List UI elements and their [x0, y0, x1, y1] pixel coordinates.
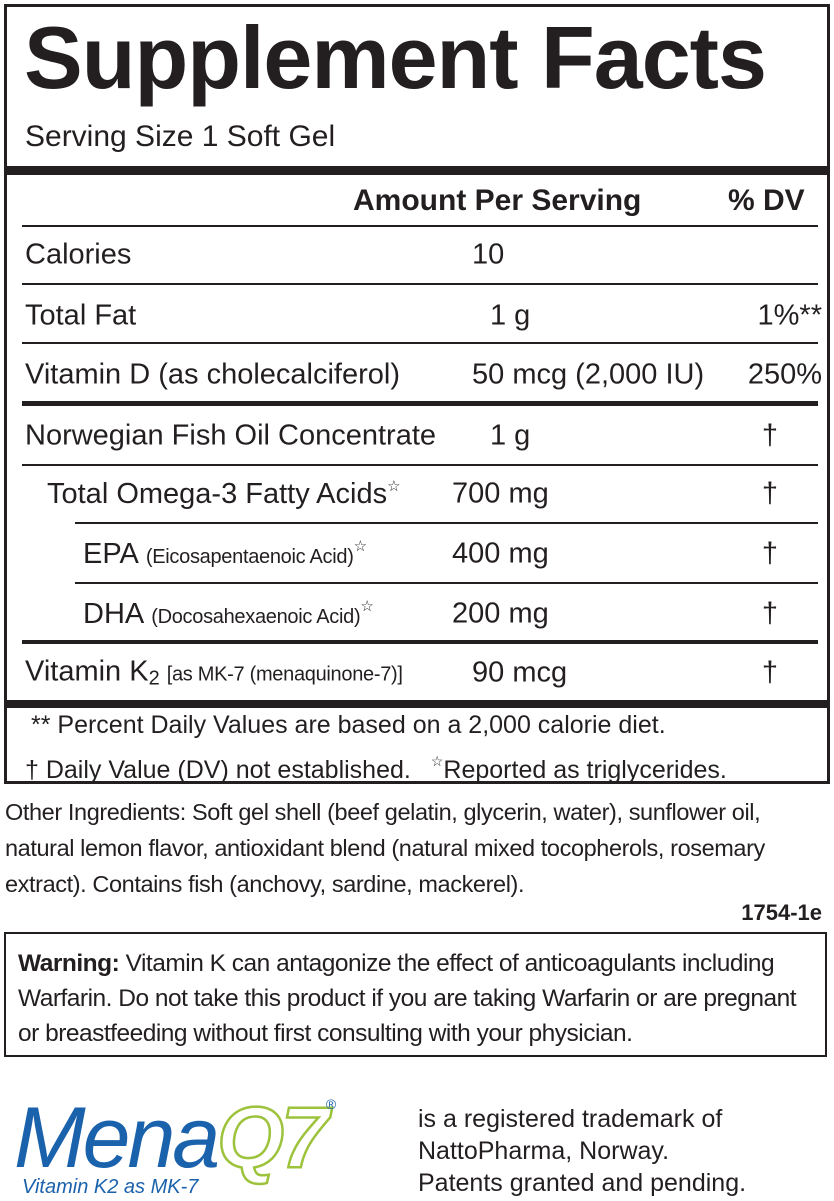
row-name: Total Fat — [25, 299, 137, 332]
rule — [22, 283, 818, 285]
row-note: (Docosahexaenoic Acid) — [151, 606, 361, 628]
lot-code: 1754-1e — [741, 900, 822, 925]
row-dv: 250% — [747, 358, 822, 391]
row-note: (Eicosapentaenoic Acid) — [145, 546, 354, 568]
row-name: EPA (Eicosapentaenoic Acid)☆ — [83, 539, 367, 569]
row-name: Norwegian Fish Oil Concentrate — [25, 419, 437, 452]
row-name: Vitamin D (as cholecalciferol) — [25, 358, 400, 391]
row-name: DHA (Docosahexaenoic Acid)☆ — [83, 599, 374, 629]
rule — [22, 225, 818, 227]
trademark-line: NattoPharma, Norway. — [418, 1137, 670, 1165]
row-name: Total Fat — [25, 299, 137, 332]
row-name: DHA — [83, 598, 145, 630]
row-mark: ☆ — [360, 598, 374, 615]
row-name: Vitamin K2 [as MK-7 (menaquinone-7)] — [25, 655, 403, 690]
footnote-percent: ** Percent Daily Values are based on a 2… — [31, 711, 666, 739]
row-dv: † — [761, 656, 779, 689]
rule — [75, 582, 818, 584]
row-amount: 90 mcg — [472, 656, 568, 689]
row-sub: 2 — [148, 667, 160, 690]
other-ingredients: Other Ingredients: Soft gel shell (beef … — [5, 799, 765, 897]
rule — [22, 464, 818, 466]
warning-label: Warning: — [18, 950, 120, 977]
rule — [22, 342, 818, 344]
warning-box: Warning: Vitamin K can antagonize the ef… — [4, 932, 827, 1057]
row-amount: 50 mcg (2,000 IU) — [472, 358, 705, 391]
footnotes: ** Percent Daily Values are based on a 2… — [5, 707, 727, 788]
trademark: is a registered trademark of NattoPharma… — [418, 1103, 746, 1199]
logo-q7: Q7 — [216, 1090, 330, 1186]
row-amount: 1 g — [490, 299, 531, 332]
row-dv: † — [761, 419, 779, 452]
trademark-line: Patents granted and pending. — [418, 1169, 747, 1197]
row-mark: ☆ — [387, 478, 401, 495]
row-mark: ☆ — [353, 538, 368, 555]
footnote-star: Reported as triglycerides. — [443, 756, 727, 784]
rule — [5, 166, 829, 175]
footnote-dagger: † Daily Value (DV) not established. — [25, 756, 411, 784]
rule — [5, 700, 829, 708]
serving-size: Serving Size 1 Soft Gel — [25, 120, 336, 153]
rule — [22, 640, 818, 644]
footnote-line: † Daily Value (DV) not established. ☆Repo… — [5, 743, 727, 788]
row-dv: † — [761, 537, 779, 570]
row-note: [as MK-7 (menaquinone-7)] — [166, 663, 403, 686]
row-dv: † — [761, 597, 779, 630]
footnote-star-mark: ☆ — [430, 753, 444, 769]
row-amount: 200 mg — [452, 597, 549, 630]
logo-tagline: Vitamin K2 as MK-7 — [22, 1176, 199, 1198]
row-dv: † — [761, 477, 779, 510]
rule — [22, 401, 818, 406]
dv-header: % DV — [728, 184, 805, 217]
row-name: EPA — [83, 538, 139, 570]
row-dv: 1%** — [757, 299, 823, 332]
row-amount: 700 mg — [452, 477, 549, 510]
row-name: Vitamin K — [25, 655, 149, 688]
logo-registered: ® — [325, 1096, 336, 1112]
supplement-facts-panel — [4, 4, 830, 784]
warning: Warning: Vitamin K can antagonize the ef… — [18, 946, 818, 1051]
logo: MenaQ7® — [14, 1094, 336, 1183]
title: Supplement Facts — [24, 8, 767, 107]
row-name: Total Omega-3 Fatty Acids☆ — [47, 479, 401, 509]
row-name: Calories — [25, 238, 132, 271]
logo-mena: Mena — [14, 1090, 220, 1186]
row-name: Calories — [25, 238, 132, 271]
row-name: Total Omega-3 Fatty Acids — [47, 478, 388, 510]
trademark-line: is a registered trademark of — [418, 1105, 723, 1133]
row-name: Vitamin D (as cholecalciferol) — [25, 358, 400, 391]
row-amount: 400 mg — [452, 537, 549, 570]
warning-text: Vitamin K can antagonize the effect of a… — [18, 950, 797, 1047]
amount-header: Amount Per Serving — [353, 184, 642, 217]
row-name: Norwegian Fish Oil Concentrate — [25, 419, 437, 452]
row-amount: 10 — [472, 238, 505, 271]
row-amount: 1 g — [490, 419, 531, 452]
rule — [75, 522, 818, 524]
